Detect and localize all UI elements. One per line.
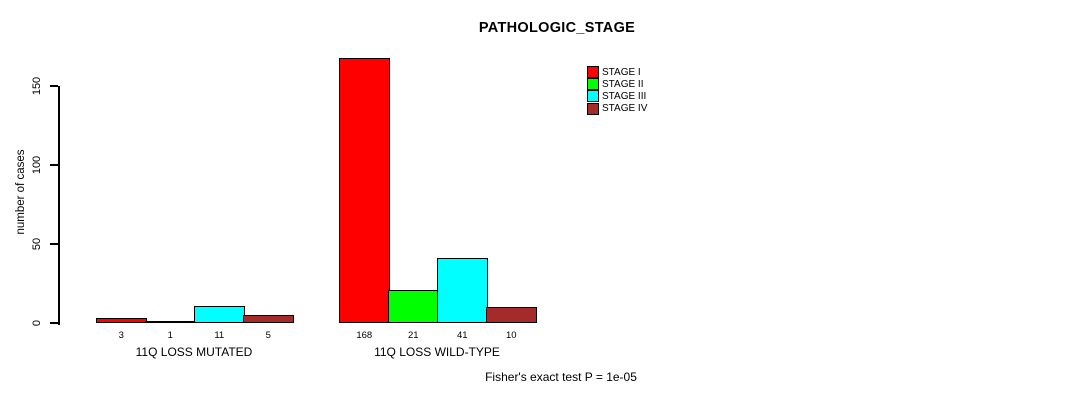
legend-label: STAGE II: [602, 78, 644, 90]
bar-value-label: 1: [167, 330, 173, 341]
y-axis-tick-label: 100: [31, 155, 43, 175]
legend-item: STAGE III: [587, 90, 647, 103]
y-axis-tick-label: 0: [31, 319, 43, 327]
bar-value-label: 21: [407, 330, 419, 341]
bar-value-label: 41: [456, 330, 468, 341]
y-axis-tick: [50, 85, 58, 87]
bar-stage-i: [339, 57, 390, 323]
legend-item: STAGE IV: [587, 102, 648, 115]
legend-item: STAGE I: [587, 66, 647, 79]
legend-label: STAGE IV: [602, 103, 648, 115]
y-axis-tick: [50, 243, 58, 245]
x-group-label: 11Q LOSS MUTATED: [135, 345, 253, 359]
legend-item: STAGE II: [587, 78, 647, 91]
legend-swatch: [587, 78, 599, 91]
bar-value-label: 168: [356, 330, 373, 341]
y-axis-tick: [50, 164, 58, 166]
bar-stage-iii: [437, 258, 488, 323]
footer-annotation: Fisher's exact test P = 1e-05: [485, 370, 637, 384]
bar-value-label: 11: [214, 330, 225, 341]
legend-swatch: [587, 90, 599, 103]
bar-value-label: 5: [265, 330, 271, 341]
legend-swatch: [587, 66, 599, 79]
x-group-label: 11Q LOSS WILD-TYPE: [374, 345, 500, 359]
chart-title: PATHOLOGIC_STAGE: [478, 20, 636, 36]
y-axis-tick: [50, 322, 58, 324]
bar-stage-iii: [194, 305, 245, 323]
bar-value-label: 3: [118, 330, 124, 341]
y-axis-tick-label: 150: [31, 76, 43, 96]
legend: STAGE I STAGE II STAGE III STAGE IV: [587, 66, 647, 115]
y-axis-tick-label: 50: [31, 237, 43, 251]
legend-label: STAGE III: [602, 90, 647, 102]
bar-stage-iv: [486, 307, 537, 323]
bar-value-label: 10: [505, 330, 517, 341]
legend-label: STAGE I: [602, 66, 641, 78]
bar-stage-ii: [388, 289, 439, 323]
bar-stage-ii: [145, 320, 196, 323]
y-axis-line: [58, 86, 60, 325]
legend-swatch: [587, 102, 599, 115]
bar-stage-iv: [243, 315, 294, 323]
bar-stage-i: [96, 318, 147, 323]
